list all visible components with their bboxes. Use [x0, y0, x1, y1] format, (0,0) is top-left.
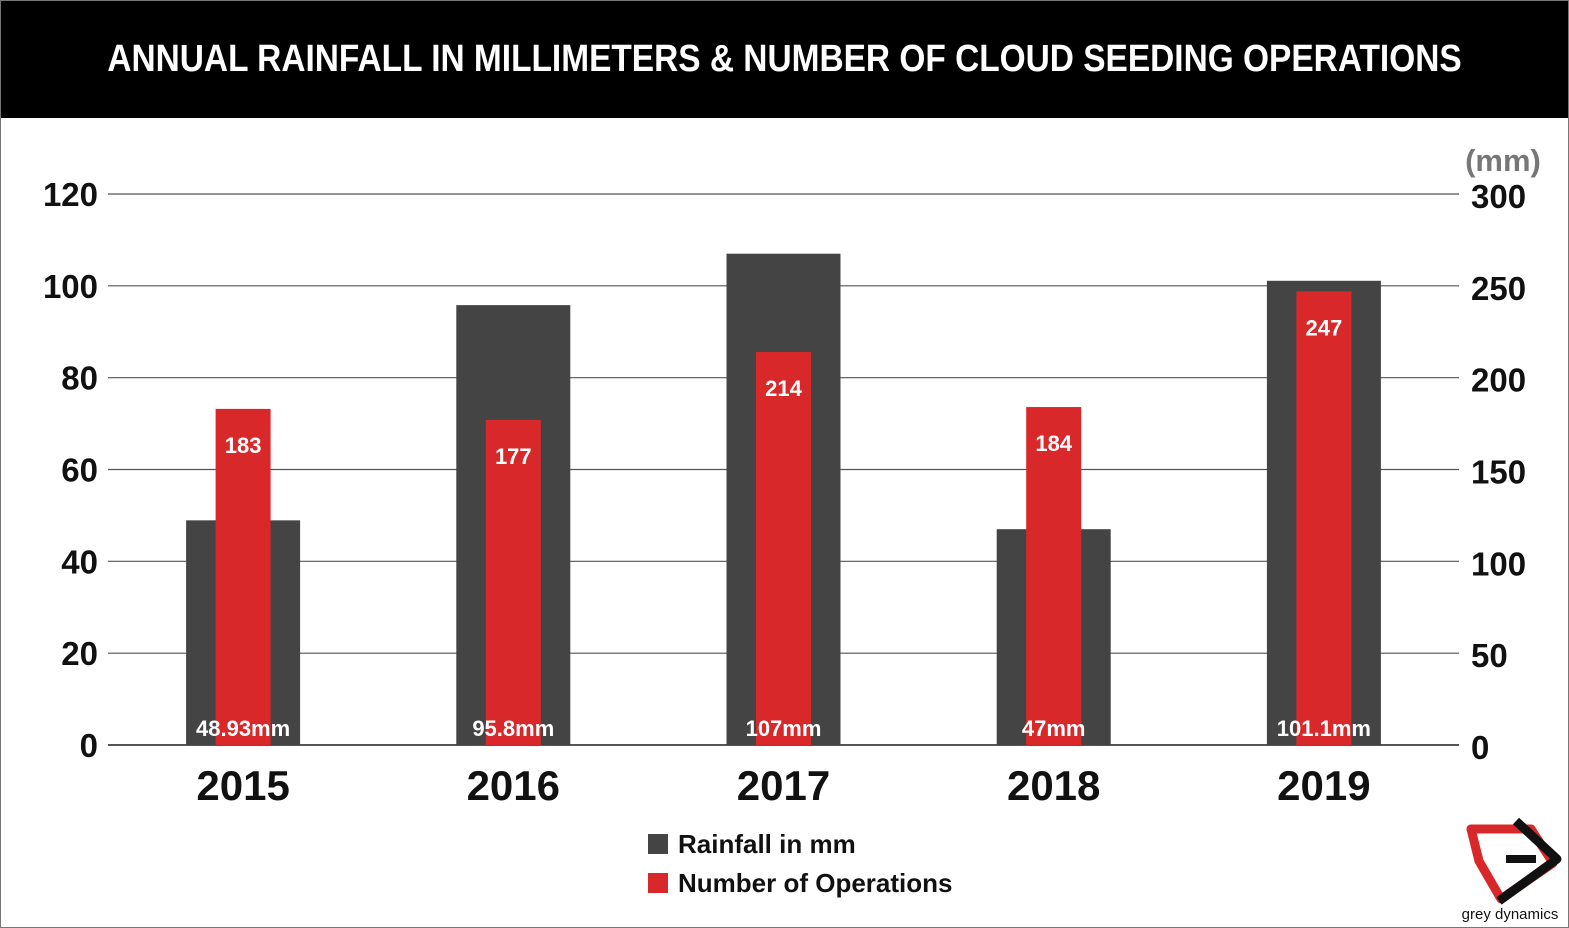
grey-dynamics-logo-icon — [1466, 817, 1562, 905]
right-axis-tick-label: 200 — [1471, 362, 1526, 399]
right-axis-tick-label: 250 — [1471, 270, 1526, 307]
right-axis-tick-label: 50 — [1471, 637, 1508, 674]
data-label-operations: 183 — [225, 433, 262, 458]
right-axis-ticks: 0 50 100 150 200 250 300 — [1471, 178, 1526, 766]
right-axis-unit-label: (mm) — [1465, 143, 1541, 178]
bar-operations — [1026, 407, 1082, 745]
bar-operations — [756, 351, 811, 745]
data-label-operations: 214 — [765, 376, 802, 401]
left-axis-tick-label: 80 — [61, 360, 98, 397]
legend: Rainfall in mm Number of Operations — [648, 829, 952, 898]
left-axis-tick-label: 60 — [61, 452, 98, 489]
left-axis-tick-label: 0 — [80, 727, 98, 764]
right-axis-tick-label: 0 — [1471, 729, 1489, 766]
data-labels: 183 48.93mm 177 95.8mm 214 107mm 184 47mm 247 101… — [196, 315, 1371, 741]
right-axis-tick-label: 300 — [1471, 178, 1526, 215]
data-label-rainfall: 101.1mm — [1277, 716, 1371, 741]
legend-swatch-rainfall — [648, 834, 668, 854]
right-axis-tick-label: 150 — [1471, 454, 1526, 491]
left-axis-tick-label: 20 — [61, 635, 98, 672]
data-label-operations: 247 — [1306, 315, 1343, 340]
x-axis-tick-label: 2016 — [467, 762, 560, 809]
x-axis-tick-label: 2018 — [1007, 762, 1100, 809]
legend-label-operations: Number of Operations — [678, 868, 952, 898]
x-axis-tick-label: 2017 — [737, 762, 830, 809]
left-axis-tick-label: 40 — [61, 543, 98, 580]
bars — [186, 253, 1381, 746]
left-axis-tick-label: 100 — [43, 268, 98, 305]
left-axis-tick-label: 120 — [43, 176, 98, 213]
data-label-operations: 177 — [495, 444, 532, 469]
x-axis-tick-label: 2015 — [196, 762, 289, 809]
title-bar — [1, 1, 1568, 118]
x-axis-tick-label: 2019 — [1277, 762, 1370, 809]
data-label-rainfall: 47mm — [1022, 716, 1086, 741]
left-axis-ticks: 0 20 40 60 80 100 120 — [43, 176, 98, 764]
chart-title: ANNUAL RAINFALL IN MILLIMETERS & NUMBER … — [107, 38, 1462, 80]
bar-operations — [215, 408, 271, 745]
x-axis-ticks: 2015 2016 2017 2018 2019 — [196, 762, 1370, 809]
data-label-rainfall: 48.93mm — [196, 716, 290, 741]
data-label-rainfall: 95.8mm — [472, 716, 554, 741]
data-label-rainfall: 107mm — [746, 716, 822, 741]
legend-label-rainfall: Rainfall in mm — [678, 829, 856, 859]
brand-name: grey dynamics — [1462, 906, 1559, 923]
bar-operations — [1296, 291, 1352, 745]
right-axis-tick-label: 100 — [1471, 545, 1526, 582]
legend-swatch-operations — [648, 873, 668, 893]
bar-operations — [485, 419, 541, 745]
data-label-operations: 184 — [1035, 431, 1072, 456]
